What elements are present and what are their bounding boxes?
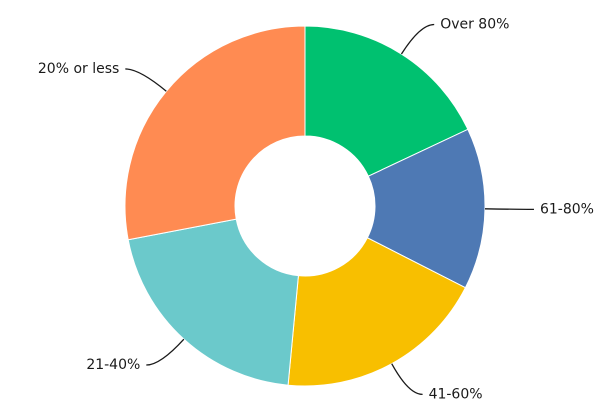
slice bbox=[287, 237, 467, 387]
slice-label: 61-80% bbox=[540, 201, 594, 217]
slice bbox=[304, 25, 469, 177]
leader-line bbox=[125, 68, 167, 92]
slice-label: 41-60% bbox=[429, 386, 483, 402]
slice bbox=[124, 25, 306, 241]
leader-line bbox=[484, 208, 534, 211]
slice-label: 20% or less bbox=[38, 61, 119, 77]
leader-line bbox=[400, 23, 435, 55]
leader-line bbox=[146, 338, 185, 366]
slice-label: 21-40% bbox=[86, 357, 140, 373]
slice bbox=[127, 218, 299, 386]
leader-line bbox=[391, 363, 423, 396]
slice bbox=[366, 128, 486, 289]
slice-label: Over 80% bbox=[440, 16, 509, 32]
